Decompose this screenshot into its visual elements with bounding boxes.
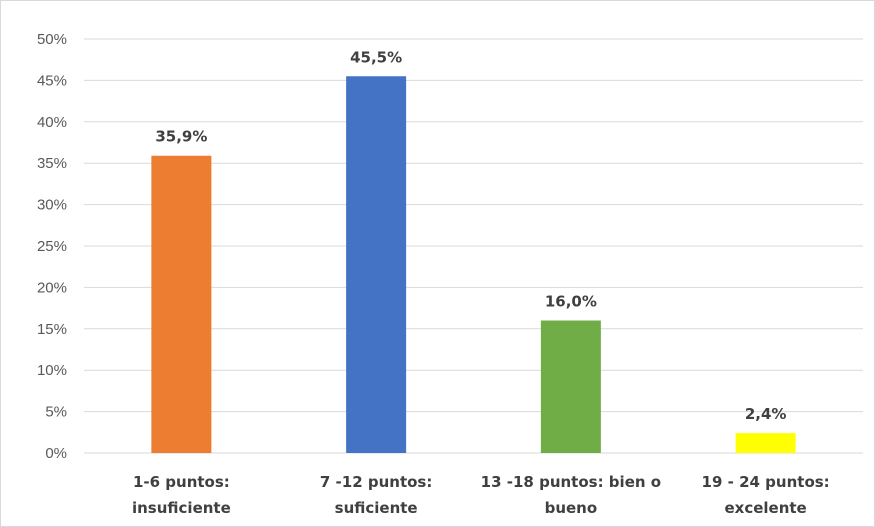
bar-3 xyxy=(540,320,601,453)
data-label-1: 35,9% xyxy=(155,128,207,146)
y-axis-ticks: 0% 5% 10% 15% 20% 25% 30% 35% 40% 45% 50% xyxy=(37,31,67,462)
y-tick-label: 5% xyxy=(45,404,67,421)
y-tick-label: 10% xyxy=(37,362,67,379)
category-label-3: bueno xyxy=(545,499,598,517)
y-tick-label: 30% xyxy=(37,197,67,214)
data-label-3: 16,0% xyxy=(545,293,597,311)
y-tick-label: 35% xyxy=(37,155,67,172)
bar-4 xyxy=(735,433,796,453)
y-tick-label: 45% xyxy=(37,72,67,89)
bar-1 xyxy=(151,155,212,454)
category-label-2: 7 -12 puntos: xyxy=(320,473,432,491)
gridlines xyxy=(84,38,863,454)
data-label-2: 45,5% xyxy=(350,48,402,66)
category-label-4: 19 - 24 puntos: xyxy=(702,473,830,491)
y-tick-label: 50% xyxy=(37,31,67,48)
y-tick-label: 0% xyxy=(45,445,67,462)
category-label-4: excelente xyxy=(724,499,806,517)
x-axis-categories: 1-6 puntos: insuficiente 7 -12 puntos: sufi… xyxy=(132,473,830,517)
data-labels: 35,9% 45,5% 16,0% 2,4% xyxy=(155,48,786,423)
y-tick-label: 15% xyxy=(37,321,67,338)
data-label-4: 2,4% xyxy=(745,405,787,423)
category-label-1: 1-6 puntos: xyxy=(133,473,230,491)
category-label-3: 13 -18 puntos: bien o xyxy=(481,473,661,491)
y-tick-label: 25% xyxy=(37,238,67,255)
bar-2 xyxy=(346,76,407,453)
category-label-1: insuficiente xyxy=(132,499,231,517)
bars xyxy=(151,76,796,454)
category-label-2: suficiente xyxy=(335,499,418,517)
y-tick-label: 40% xyxy=(37,114,67,131)
y-tick-label: 20% xyxy=(37,279,67,296)
